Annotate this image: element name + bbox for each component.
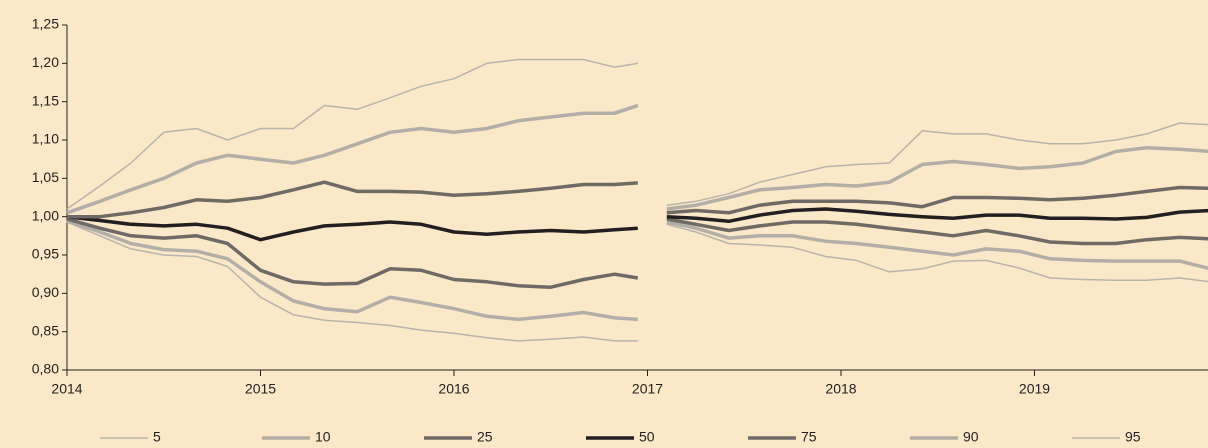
x-tick-label: 2014 (51, 381, 82, 397)
series-line (67, 180, 1208, 219)
y-tick-label: 1,15 (32, 92, 59, 108)
legend-label: 10 (315, 429, 331, 445)
y-tick-label: 1,05 (32, 169, 59, 185)
y-tick-label: 1,20 (32, 54, 59, 70)
series-line (66, 217, 1208, 289)
series-line (66, 58, 1208, 210)
x-tick-label: 2019 (1019, 381, 1050, 397)
y-tick-label: 1,10 (32, 131, 59, 147)
legend-label: 25 (477, 429, 493, 445)
y-tick-label: 0,85 (32, 322, 59, 338)
legend-label: 75 (801, 429, 817, 445)
series-line (66, 221, 1208, 342)
legend-label: 50 (639, 429, 655, 445)
series-line (66, 218, 1208, 322)
plot-area (66, 58, 1208, 342)
y-tick-label: 0,95 (32, 246, 59, 262)
x-tick-label: 2018 (825, 381, 856, 397)
series-line (66, 103, 1208, 215)
y-tick-label: 1,00 (32, 207, 59, 223)
x-tick-label: 2016 (438, 381, 469, 397)
series-line (66, 207, 1208, 242)
legend-label: 5 (153, 429, 161, 445)
x-tick-label: 2017 (632, 381, 663, 397)
y-tick-label: 1,25 (32, 16, 59, 32)
legend-label: 95 (1125, 429, 1141, 445)
y-tick-label: 0,90 (32, 284, 59, 300)
x-tick-label: 2015 (245, 381, 276, 397)
legend-label: 90 (963, 429, 979, 445)
y-tick-label: 0,80 (32, 361, 59, 377)
